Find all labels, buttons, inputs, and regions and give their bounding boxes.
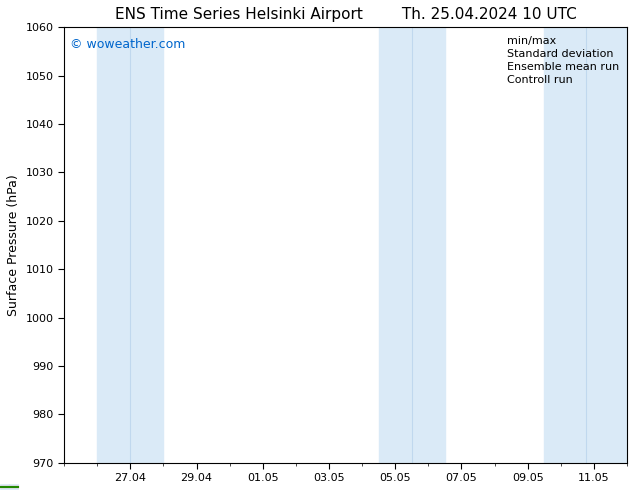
Title: ENS Time Series Helsinki Airport        Th. 25.04.2024 10 UTC: ENS Time Series Helsinki Airport Th. 25.…	[115, 7, 576, 22]
Bar	[97, 27, 164, 463]
Legend: min/max, Standard deviation, Ensemble mean run, Controll run: min/max, Standard deviation, Ensemble me…	[475, 33, 621, 87]
Text: © woweather.com: © woweather.com	[70, 38, 185, 51]
Bar	[544, 27, 627, 463]
Y-axis label: Surface Pressure (hPa): Surface Pressure (hPa)	[7, 174, 20, 316]
Bar	[378, 27, 445, 463]
